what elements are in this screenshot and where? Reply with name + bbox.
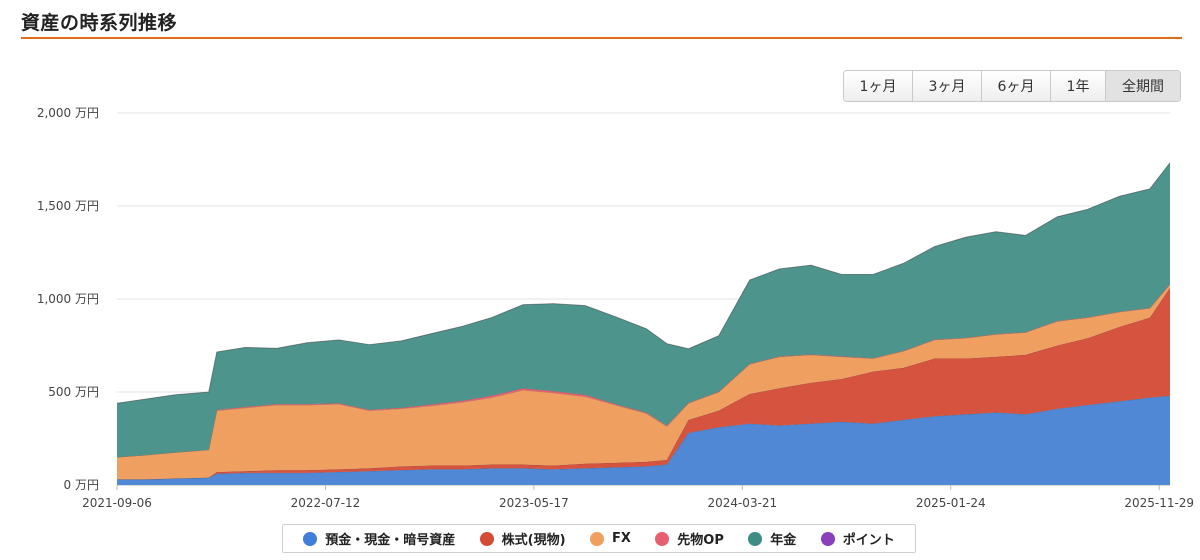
y-tick-label-0: 0 万円 [64, 478, 99, 492]
legend-label-points: ポイント [842, 533, 895, 548]
legend-dot-deposits [303, 531, 318, 546]
series-area-1 [117, 287, 1170, 480]
section-title: 資産の時系列推移 [21, 12, 178, 34]
legend-item-pension[interactable]: 年金 [748, 529, 796, 548]
legend-dot-futures-options [655, 531, 670, 546]
legend-label-fx: FX [611, 531, 631, 546]
legend-dot-pension [748, 531, 763, 546]
legend-item-futures-options[interactable]: 先物OP [655, 529, 724, 548]
y-tick-label-1: 500 万円 [48, 385, 99, 399]
legend-item-points[interactable]: ポイント [820, 529, 895, 548]
legend-dot-stocks [479, 531, 494, 546]
range-6-month-button[interactable]: 6ヶ月 [982, 71, 1051, 101]
legend-label-deposits: 預金・現金・暗号資産 [325, 533, 456, 548]
y-tick-label-2: 1,000 万円 [37, 292, 99, 306]
range-button-group: 1ヶ月 3ヶ月 6ヶ月 1年 全期間 [843, 70, 1181, 102]
legend-dot-points [820, 531, 835, 546]
range-all-period-button[interactable]: 全期間 [1106, 71, 1180, 101]
x-tick-label-1: 2022-07-12 [291, 496, 361, 510]
y-tick-label-4: 2,000 万円 [37, 106, 99, 120]
title-divider [21, 37, 1182, 39]
x-tick-label-0: 2021-09-06 [82, 496, 152, 510]
x-tick-label-5: 2025-11-29 [1124, 496, 1194, 510]
legend-label-pension: 年金 [770, 533, 797, 548]
x-tick-label-3: 2024-03-21 [707, 496, 777, 510]
range-1-year-button[interactable]: 1年 [1051, 71, 1106, 101]
legend-item-deposits[interactable]: 預金・現金・暗号資産 [303, 529, 455, 548]
range-1-month-button[interactable]: 1ヶ月 [844, 71, 913, 101]
x-tick-label-2: 2023-05-17 [499, 496, 569, 510]
chart-legend: 預金・現金・暗号資産 株式(現物) FX 先物OP 年金 ポイント [282, 524, 916, 553]
series-area-0 [117, 395, 1170, 485]
legend-dot-fx [589, 531, 604, 546]
legend-label-futures-options: 先物OP [677, 533, 724, 548]
legend-item-stocks[interactable]: 株式(現物) [479, 529, 566, 548]
series-area-2 [117, 284, 1170, 480]
legend-item-fx[interactable]: FX [589, 531, 631, 546]
asset-history-chart: 0 万円 500 万円 1,000 万円 1,500 万円 2,000 万円 2021-0… [37, 106, 1194, 510]
legend-label-stocks: 株式(現物) [501, 533, 566, 548]
series-edge-5 [116, 162, 1171, 404]
series-edge-4 [116, 162, 1171, 404]
x-tick-label-4: 2025-01-24 [916, 496, 986, 510]
range-3-month-button[interactable]: 3ヶ月 [913, 71, 982, 101]
series-area-4 [117, 162, 1170, 458]
y-tick-label-3: 1,500 万円 [37, 199, 99, 213]
